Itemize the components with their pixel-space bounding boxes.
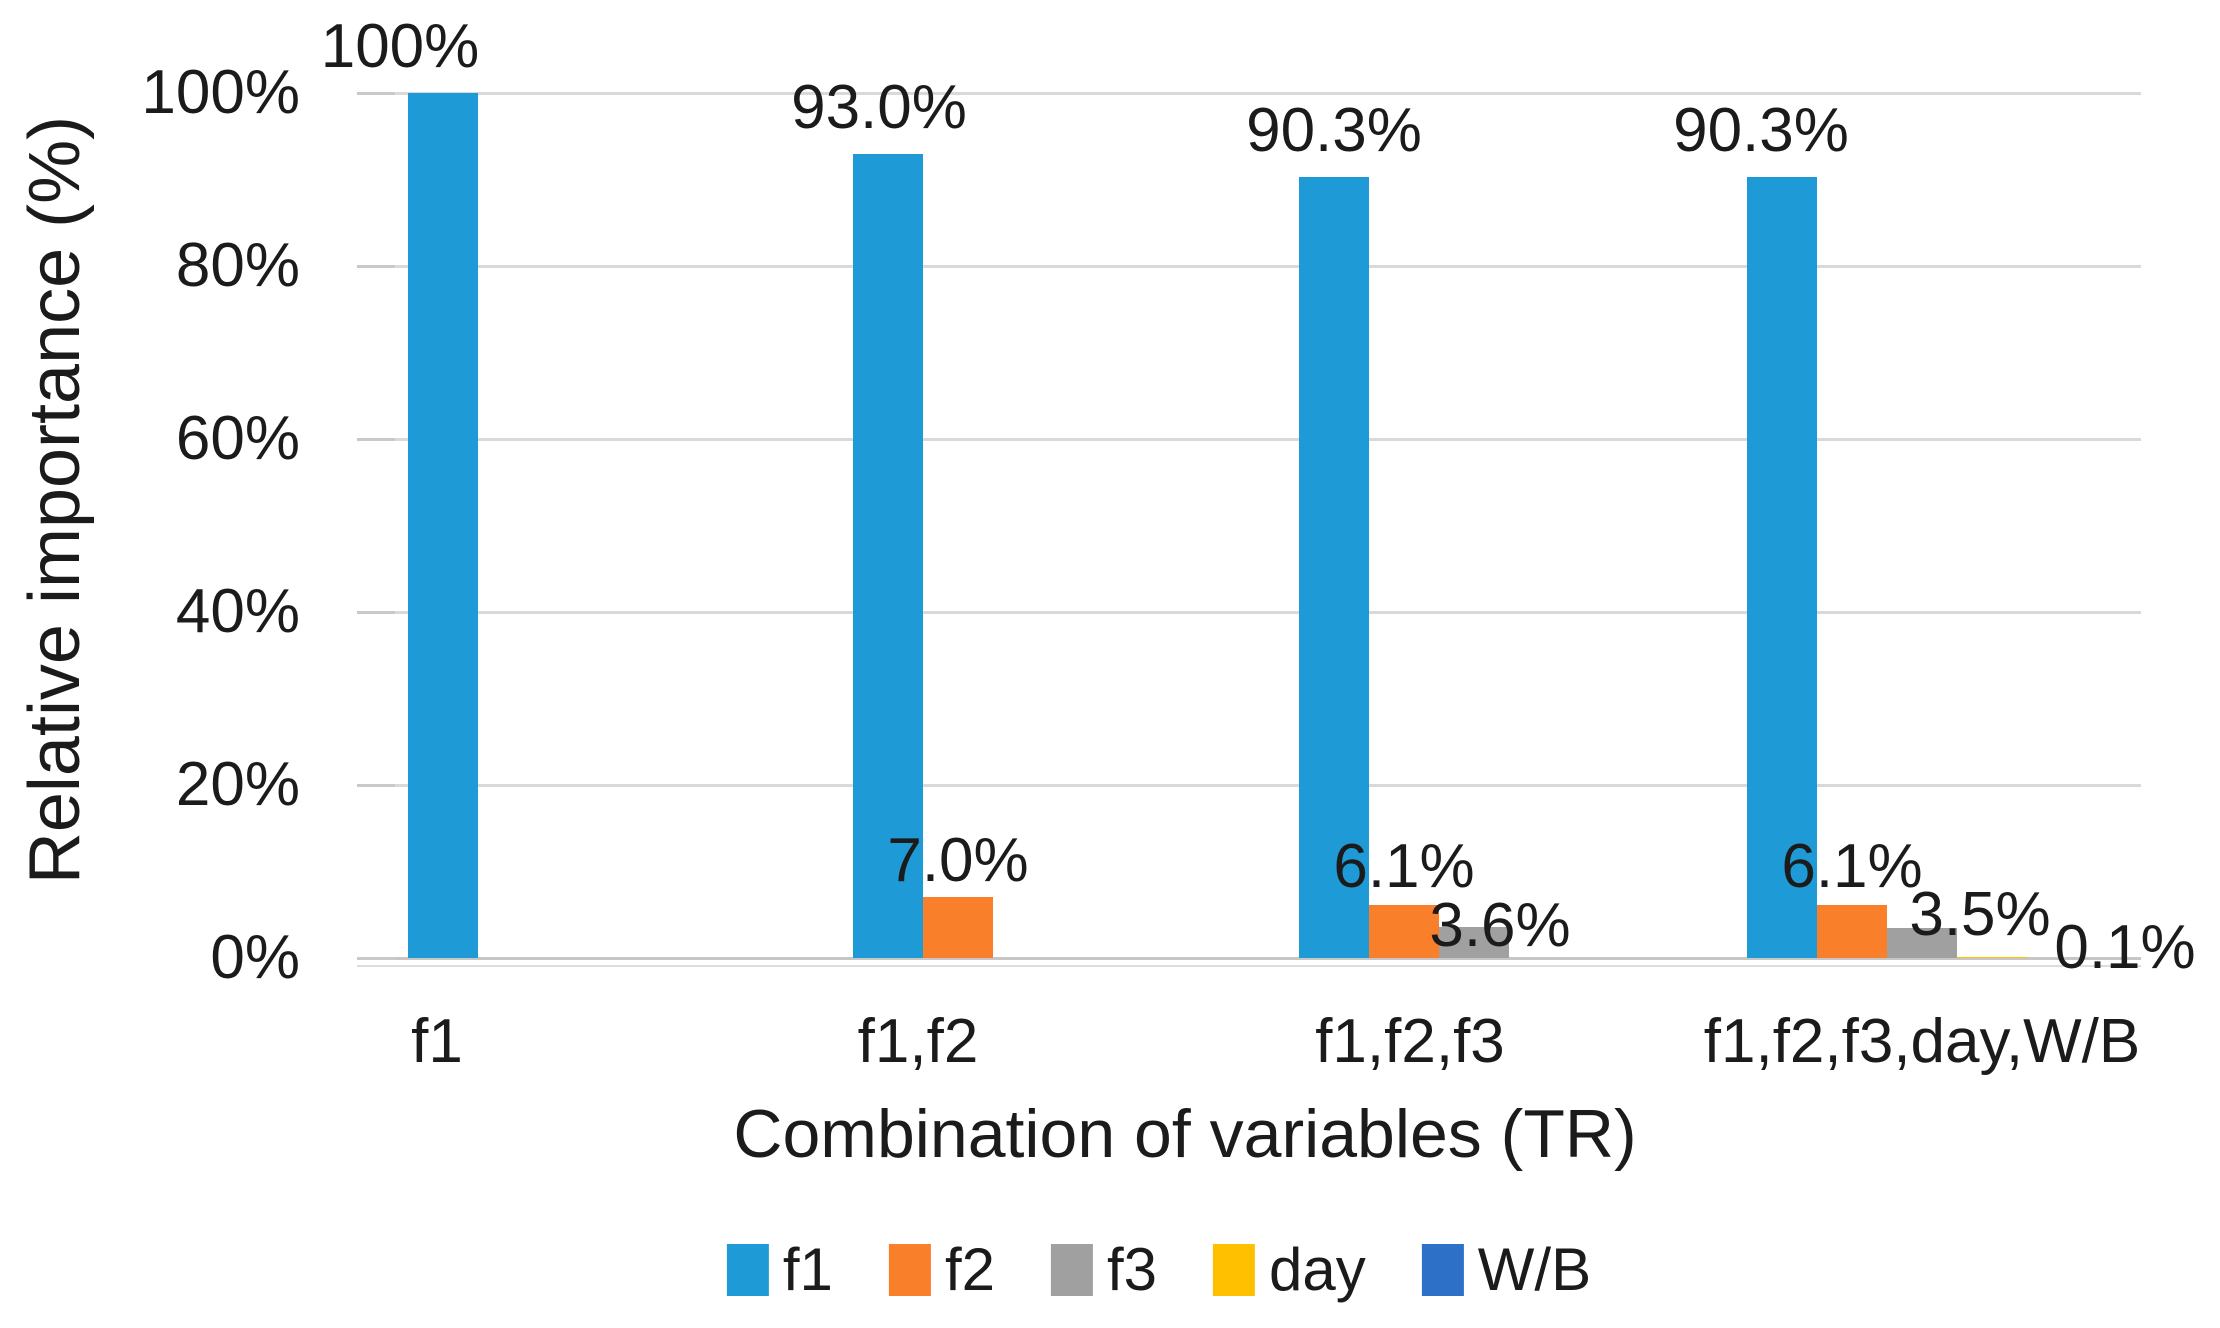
legend: f1 f2 f3 day W/B bbox=[726, 1236, 1592, 1303]
legend-item-day: day bbox=[1213, 1238, 1366, 1302]
bar-f3-f1,f2,f3,day,W/B bbox=[1887, 928, 1957, 958]
data-label-f2-f1,f2,f3: 6.1% bbox=[1333, 832, 1475, 901]
legend-label: f3 bbox=[1106, 1236, 1158, 1303]
y-axis-tick-label: 40% bbox=[175, 577, 300, 646]
y-axis-tick-mark bbox=[357, 957, 395, 960]
gridline bbox=[357, 611, 2141, 614]
legend-item-W/B: W/B bbox=[1421, 1236, 1592, 1303]
y-axis-tick-label: 60% bbox=[175, 404, 300, 473]
legend-label: W/B bbox=[1477, 1236, 1592, 1303]
bar-f1-f1 bbox=[408, 93, 478, 958]
x-axis-line bbox=[357, 957, 2141, 960]
bar-f1-f1,f2,f3 bbox=[1299, 177, 1369, 958]
bar-f2-f1,f2,f3 bbox=[1369, 905, 1439, 958]
y-axis-tick-label: 0% bbox=[210, 923, 300, 992]
legend-item-f2: f2 bbox=[888, 1236, 995, 1303]
data-label-f3-f1,f2,f3,day,W/B: 3.5% bbox=[1909, 880, 2051, 949]
x-axis-category-label: f1,f2,f3,day,W/B bbox=[1703, 1007, 2141, 1076]
bar-f2-f1,f2 bbox=[923, 897, 993, 958]
legend-item-f3: f3 bbox=[1050, 1236, 1158, 1303]
data-label-f1-f1,f2,f3,day,W/B: 90.3% bbox=[1673, 96, 1849, 165]
bar-f2-f1,f2,f3,day,W/B bbox=[1817, 905, 1887, 958]
y-axis-tick-mark bbox=[357, 611, 395, 614]
x-axis-category-label: f1 bbox=[411, 1007, 463, 1076]
legend-swatch-icon bbox=[1213, 1244, 1256, 1296]
x-axis-category-label: f1,f2,f3 bbox=[1315, 1007, 1505, 1076]
y-axis-tick-label: 100% bbox=[141, 58, 300, 127]
data-label-f1-f1,f2,f3: 90.3% bbox=[1246, 96, 1422, 165]
gridline bbox=[357, 784, 2141, 787]
data-label-f3-f1,f2,f3: 3.6% bbox=[1429, 891, 1571, 960]
y-axis-tick-label: 80% bbox=[175, 231, 300, 300]
bar-f3-f1,f2,f3 bbox=[1439, 927, 1509, 958]
y-axis-tick-mark bbox=[357, 784, 395, 787]
gridline bbox=[357, 265, 2141, 268]
bar-day-f1,f2,f3,day,W/B bbox=[1957, 957, 2027, 958]
data-label-f1-f1: 100% bbox=[320, 12, 480, 81]
y-axis-tick-label: 20% bbox=[175, 750, 300, 819]
y-axis-tick-mark bbox=[357, 92, 395, 95]
data-label-f2-f1,f2,f3,day,W/B: 6.1% bbox=[1781, 832, 1923, 901]
x-axis-title: Combination of variables (TR) bbox=[733, 1096, 1637, 1172]
x-axis-line-shadow bbox=[357, 965, 2141, 967]
data-label-f1-f1,f2: 93.0% bbox=[791, 73, 967, 142]
legend-label: f1 bbox=[782, 1236, 833, 1303]
data-label-f2-f1,f2: 7.0% bbox=[887, 826, 1029, 895]
data-label-day-f1,f2,f3,day,W/B: 0.1% bbox=[2054, 913, 2196, 982]
legend-item-f1: f1 bbox=[726, 1236, 833, 1303]
legend-swatch-icon bbox=[888, 1244, 931, 1296]
bar-f1-f1,f2,f3,day,W/B bbox=[1747, 177, 1817, 958]
y-axis-tick-mark bbox=[357, 438, 395, 441]
y-axis-tick-mark bbox=[357, 265, 395, 268]
bar-f1-f1,f2 bbox=[853, 154, 923, 958]
legend-label: f2 bbox=[944, 1236, 995, 1303]
legend-swatch-icon bbox=[1421, 1244, 1464, 1296]
gridline bbox=[357, 92, 2141, 95]
legend-label: day bbox=[1269, 1236, 1366, 1303]
legend-swatch-icon bbox=[1050, 1244, 1093, 1296]
x-axis-category-label: f1,f2 bbox=[857, 1007, 979, 1076]
gridline bbox=[357, 438, 2141, 441]
legend-swatch-icon bbox=[726, 1244, 769, 1296]
